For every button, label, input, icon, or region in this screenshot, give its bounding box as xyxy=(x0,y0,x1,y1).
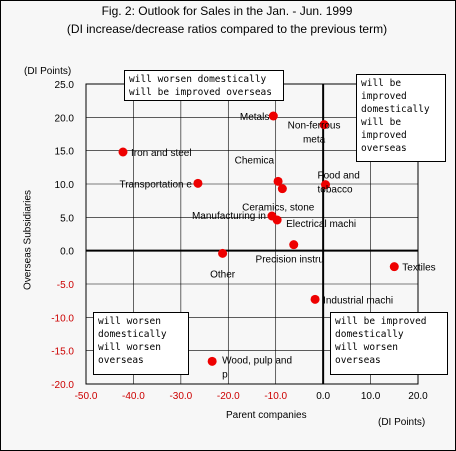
annotation-line: will worsen domestically xyxy=(129,74,267,85)
data-label: Electrical machi xyxy=(286,219,356,230)
x-tick-label: -30.0 xyxy=(169,391,192,402)
annotation-line: domestically xyxy=(361,104,430,115)
annotation-line: will be xyxy=(361,117,402,128)
data-point xyxy=(319,120,329,130)
data-label: Iron and steel xyxy=(131,148,192,159)
x-axis-unit: (DI Points) xyxy=(378,417,426,428)
data-label: Metals xyxy=(240,112,269,123)
chart-subtitle: (DI increase/decrease ratios compared to… xyxy=(66,22,388,36)
y-tick-label: -5.0 xyxy=(57,280,75,291)
y-tick-label: 0.0 xyxy=(60,247,74,258)
annotation-line: will worsen xyxy=(98,316,161,327)
data-point xyxy=(277,184,287,194)
y-axis-unit: (DI Points) xyxy=(24,66,72,77)
x-tick-label: 20.0 xyxy=(408,391,428,402)
y-tick-label: 10.0 xyxy=(55,180,75,191)
data-label: tobacco xyxy=(318,185,353,196)
data-point xyxy=(272,215,282,225)
data-label: Chemica xyxy=(235,155,275,166)
data-label: Textiles xyxy=(402,263,435,274)
y-tick-label: 5.0 xyxy=(60,213,74,224)
x-tick-label: -40.0 xyxy=(122,391,145,402)
chart-title: Fig. 2: Outlook for Sales in the Jan. - … xyxy=(101,4,353,18)
data-point xyxy=(207,356,217,366)
annotation-line: overseas xyxy=(335,355,381,366)
data-point xyxy=(118,147,128,157)
annotation-line: will worsen xyxy=(98,342,161,353)
data-label: Industrial machi xyxy=(323,295,393,306)
y-tick-label: 15.0 xyxy=(55,147,75,158)
data-point xyxy=(218,248,228,258)
x-axis-title: Parent companies xyxy=(226,410,307,421)
data-point xyxy=(389,262,399,272)
data-point xyxy=(289,240,299,250)
annotation-line: domestically xyxy=(98,329,167,340)
annotation-line: will be improved overseas xyxy=(129,87,272,98)
x-tick-label: -10.0 xyxy=(264,391,287,402)
data-label: Food and xyxy=(318,171,360,182)
annotation-line: domestically xyxy=(335,329,404,340)
x-tick-label: -20.0 xyxy=(217,391,240,402)
data-point xyxy=(321,180,331,190)
y-tick-label: -15.0 xyxy=(51,347,74,358)
annotation-bottom-left: will worsen domestically will worsen overse… xyxy=(93,312,189,375)
data-label: Other xyxy=(210,269,236,280)
annotation-line: will worsen xyxy=(335,342,398,353)
data-point xyxy=(273,176,283,186)
x-tick-label: 10.0 xyxy=(361,391,381,402)
annotation-top-left: will worsen domestically will be improved… xyxy=(124,70,284,101)
data-label: Precision instru xyxy=(256,255,324,266)
data-label: Non-ferrous xyxy=(288,121,341,132)
annotation-line: improved xyxy=(361,91,407,102)
data-label: Manufacturing in xyxy=(192,211,266,222)
x-tick-label: 0.0 xyxy=(316,391,330,402)
x-tick-label: -50.0 xyxy=(75,391,98,402)
y-tick-label: 20.0 xyxy=(55,113,75,124)
data-point xyxy=(268,111,278,121)
data-label: p xyxy=(222,369,228,380)
annotation-line: will be improved xyxy=(335,316,427,327)
annotation-line: overseas xyxy=(98,355,144,366)
data-point xyxy=(193,178,203,188)
data-label: Wood, pulp and xyxy=(222,355,292,366)
y-tick-label: -10.0 xyxy=(51,313,74,324)
annotation-top-right: will be improved domestically will be improv… xyxy=(356,74,446,162)
data-point xyxy=(310,294,320,304)
data-label: Transportation e xyxy=(119,179,192,190)
data-label: Ceramics, stone xyxy=(242,203,315,214)
data-label: meta xyxy=(303,135,326,146)
annotation-bottom-right: will be improved domestically will worsen o… xyxy=(330,312,448,375)
y-tick-label: -20.0 xyxy=(51,380,74,391)
y-tick-label: 25.0 xyxy=(55,80,75,91)
annotation-line: improved xyxy=(361,130,407,141)
annotation-line: will be xyxy=(361,78,402,89)
annotation-line: overseas xyxy=(361,143,407,154)
